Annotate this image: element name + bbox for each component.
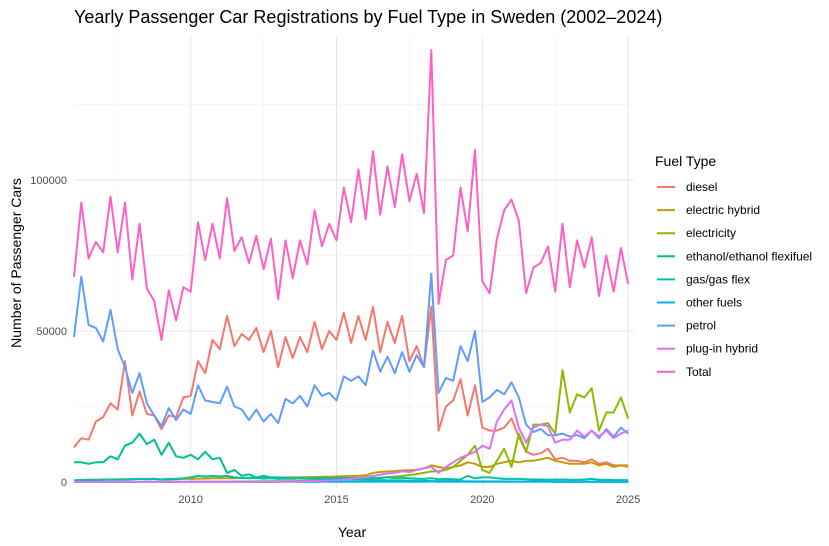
legend-label: ethanol/ethanol flexifuel [686, 249, 812, 263]
y-axis-title: Number of Passenger Cars [8, 178, 24, 348]
x-tick-label: 2010 [178, 494, 202, 506]
x-tick-label: 2025 [616, 494, 640, 506]
legend-label: other fuels [686, 296, 742, 310]
x-tick-label: 2020 [470, 494, 494, 506]
series-lines [73, 49, 630, 483]
x-axis-ticks: 2010 2015 2020 2025 [178, 494, 640, 506]
series-line-total [73, 49, 630, 341]
series-line-diesel [73, 305, 629, 468]
legend-label: diesel [686, 180, 717, 194]
x-axis-title: Year [338, 524, 367, 540]
legend-label: electric hybrid [686, 203, 760, 217]
chart-title: Yearly Passenger Car Registrations by Fu… [74, 7, 662, 27]
legend-title: Fuel Type [655, 153, 716, 169]
series-line-petrol [73, 272, 629, 440]
x-tick-label: 2015 [324, 494, 348, 506]
legend-label: electricity [686, 226, 736, 240]
y-axis-ticks: 0 50000 100000 [30, 175, 67, 489]
legend-label: Total [686, 365, 711, 379]
y-tick-label: 0 [61, 477, 67, 489]
series-line-plug-in-hybrid [74, 399, 629, 483]
y-tick-label: 100000 [30, 175, 67, 187]
legend-label: petrol [686, 319, 716, 333]
legend: diesel electric hybrid electricity ethanol/… [657, 180, 812, 379]
legend-label: gas/gas flex [686, 272, 750, 286]
y-tick-label: 50000 [36, 326, 67, 338]
legend-label: plug-in hybrid [686, 342, 758, 356]
